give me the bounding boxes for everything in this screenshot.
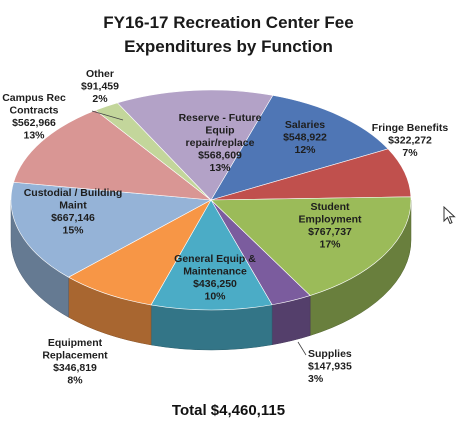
pie-label-9: Reserve - Future Equip repair/replace $568,…: [179, 112, 262, 174]
chart-total: Total $4,460,115: [171, 402, 286, 419]
pie-slice-0: [210, 95, 389, 201]
pie-label-7: Campus Rec Contracts $562,966 13%: [2, 92, 66, 142]
pie-slice-6: [10, 181, 213, 278]
pie-label-3: Supplies $147,935 3%: [308, 348, 352, 385]
pie-label-0: Salaries $548,922 12%: [283, 119, 327, 156]
pie-label-2: Student Employment $767,737 17%: [298, 201, 362, 251]
pie-label-6: Custodial / Building Maint $667,146 15%: [24, 187, 123, 237]
pie-slice-2: [210, 196, 412, 296]
leader-supplies: [297, 341, 307, 356]
pie-label-4: General Equip & Maintenance $436,250 10%: [174, 253, 256, 303]
leader-campus-rec: [91, 110, 124, 121]
pie-slice-5: [67, 199, 212, 306]
mouse-pointer-icon: [443, 206, 456, 225]
pie-labels: Salaries $548,922 12% Fringe Benefits $322,2…: [2, 68, 448, 387]
pie-slice-9: [116, 89, 274, 201]
pie-slice-7: [13, 109, 212, 201]
pie-slice-4: [150, 199, 273, 311]
pie-side-4: [150, 304, 273, 351]
pie-top: [10, 89, 412, 311]
pie-label-5: Equipment Replacement $346,819 8%: [42, 337, 108, 387]
pie-label-1: Fringe Benefits $322,272 7%: [372, 122, 449, 159]
chart-title-line2: Expenditures by Function: [124, 37, 333, 56]
chart-title-line1: FY16-17 Recreation Center Fee: [103, 13, 354, 32]
pie-label-8: Other $91,459 2%: [81, 68, 119, 105]
